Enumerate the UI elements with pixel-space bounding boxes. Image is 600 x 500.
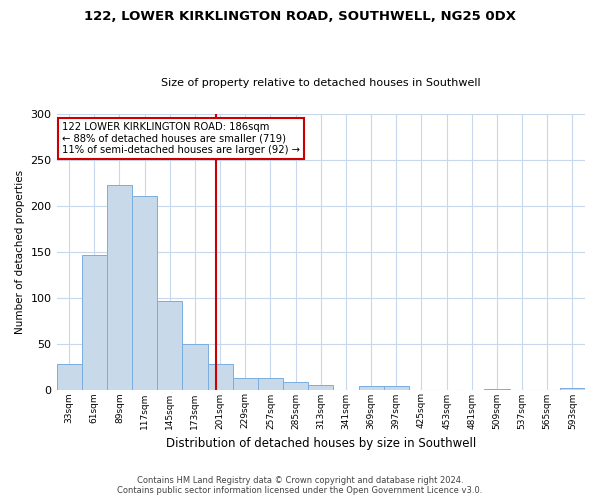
Bar [383, 386, 409, 390]
Bar [233, 378, 258, 390]
Bar [308, 385, 334, 390]
Bar [560, 388, 585, 390]
Bar [208, 364, 233, 390]
Bar [132, 196, 157, 390]
Bar [82, 256, 107, 390]
Title: Size of property relative to detached houses in Southwell: Size of property relative to detached ho… [161, 78, 481, 88]
Text: 122, LOWER KIRKLINGTON ROAD, SOUTHWELL, NG25 0DX: 122, LOWER KIRKLINGTON ROAD, SOUTHWELL, … [84, 10, 516, 23]
Bar [107, 186, 132, 390]
Bar [359, 386, 383, 390]
Bar [56, 364, 82, 390]
Text: Contains HM Land Registry data © Crown copyright and database right 2024.
Contai: Contains HM Land Registry data © Crown c… [118, 476, 482, 495]
Bar [258, 378, 283, 390]
Y-axis label: Number of detached properties: Number of detached properties [15, 170, 25, 334]
Bar [157, 302, 182, 390]
Bar [283, 382, 308, 390]
X-axis label: Distribution of detached houses by size in Southwell: Distribution of detached houses by size … [166, 437, 476, 450]
Bar [484, 388, 509, 390]
Bar [182, 344, 208, 390]
Text: 122 LOWER KIRKLINGTON ROAD: 186sqm
← 88% of detached houses are smaller (719)
11: 122 LOWER KIRKLINGTON ROAD: 186sqm ← 88%… [62, 122, 300, 155]
